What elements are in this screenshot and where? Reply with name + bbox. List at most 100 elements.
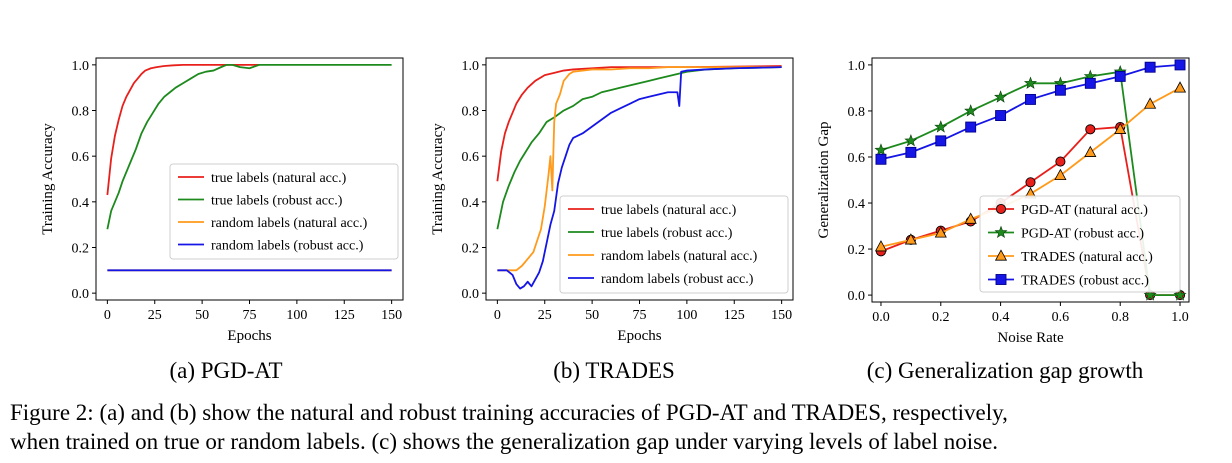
data-point-c-3-8 [1114, 70, 1126, 82]
x-tick-label-b-5: 125 [724, 308, 745, 323]
data-point-c-2-9 [1144, 97, 1157, 109]
data-point-c-2-0 [874, 240, 888, 252]
x-tick-label-b-3: 75 [633, 308, 647, 323]
legend-label-a-1: true labels (robust acc.) [211, 194, 343, 209]
data-point-c-0-7 [1085, 124, 1096, 135]
data-point-c-1-9 [1143, 288, 1157, 301]
y-tick-label-c-0: 0.0 [848, 289, 866, 304]
y-tick-label-a-4: 0.8 [72, 105, 90, 120]
x-tick-label-b-0: 0 [494, 308, 501, 323]
data-point-c-3-6 [1054, 84, 1066, 96]
x-axis-label-a: Epochs [227, 328, 271, 344]
legend-label-c-3: TRADES (robust acc.) [1021, 274, 1149, 289]
y-tick-label-b-5: 1.0 [462, 59, 480, 74]
data-point-c-2-3 [964, 212, 977, 224]
x-tick-label-c-5: 1.0 [1171, 310, 1189, 325]
legend-label-a-3: random labels (robust acc.) [211, 239, 364, 254]
legend-a: true labels (natural acc.) true labels (r… [169, 163, 399, 260]
y-tick-label-b-1: 0.2 [462, 241, 480, 256]
y-tick-label-c-5: 1.0 [848, 59, 866, 74]
data-point-c-3-10 [1174, 59, 1186, 71]
legend-label-a-0: true labels (natural acc.) [211, 171, 347, 186]
x-tick-label-b-6: 150 [771, 308, 792, 323]
legend-c: PGD-AT (natural acc.) PGD-AT (robust acc.… [979, 195, 1181, 293]
x-axis-label-c: Noise Rate [997, 330, 1064, 346]
data-point-c-3-2 [935, 135, 947, 147]
legend-marker-c-1 [994, 225, 1008, 239]
plot-area-c [874, 59, 1187, 301]
y-tick-label-a-0: 0.0 [72, 287, 90, 302]
x-tick-label-c-3: 0.6 [1052, 310, 1070, 325]
y-tick-label-c-4: 0.8 [848, 105, 866, 120]
subtitle-c: (c) Generalization gap growth [867, 358, 1144, 383]
x-tick-label-c-2: 0.4 [992, 310, 1010, 325]
y-tick-label-b-2: 0.4 [462, 196, 480, 211]
y-tick-label-a-5: 1.0 [72, 59, 90, 74]
data-point-c-1-10 [1173, 288, 1187, 301]
data-point-c-3-7 [1084, 77, 1096, 89]
x-tick-label-b-2: 50 [585, 308, 599, 323]
y-tick-label-b-4: 0.8 [462, 105, 480, 120]
x-tick-label-a-2: 50 [195, 308, 209, 323]
x-tick-label-c-4: 0.8 [1111, 310, 1129, 325]
data-point-c-2-2 [934, 226, 947, 238]
legend-label-a-2: random labels (natural acc.) [211, 216, 368, 231]
x-tick-label-a-5: 125 [334, 308, 355, 323]
series-line-a-1 [106, 63, 392, 230]
x-axis-label-b: Epochs [617, 328, 661, 344]
series-line-b-3 [497, 66, 782, 290]
data-point-c-1-2 [934, 120, 948, 133]
axes-frame-c [871, 57, 1190, 303]
data-point-c-3-3 [965, 121, 977, 133]
legend-box-b [559, 195, 789, 294]
y-tick-label-c-1: 0.2 [848, 243, 866, 258]
data-point-c-0-5 [1025, 177, 1036, 188]
series-line-a-0 [106, 63, 259, 196]
chart-c: 0.0 0.2 0.4 0.6 0.8 1.0 0.0 0.2 0.4 0.6 0.8 1.0 Nois… [816, 57, 1190, 383]
caption-line-2: when trained on true or random labels. (… [10, 429, 999, 454]
data-point-c-3-4 [995, 110, 1007, 121]
legend-label-b-3: random labels (robust acc.) [601, 272, 754, 287]
legend-label-b-0: true labels (natural acc.) [601, 203, 737, 218]
data-point-c-1-1 [904, 134, 918, 147]
y-tick-label-b-3: 0.6 [462, 150, 480, 165]
plot-area-b [496, 65, 782, 290]
legend-label-c-1: PGD-AT (robust acc.) [1021, 227, 1144, 242]
data-point-c-3-1 [905, 146, 917, 158]
legend-label-b-1: true labels (robust acc.) [601, 226, 733, 241]
chart-a: 0 25 50 75 100 125 150 0.0 0.2 0.4 0.6 0.8 1.0 Epochs… [40, 57, 404, 383]
subtitle-a: (a) PGD-AT [169, 358, 282, 383]
data-point-c-2-6 [1054, 168, 1067, 180]
data-point-c-1-5 [1023, 76, 1038, 89]
x-tick-label-a-1: 25 [148, 308, 162, 323]
y-tick-label-b-0: 0.0 [462, 287, 480, 302]
legend-label-c-0: PGD-AT (natural acc.) [1021, 203, 1148, 218]
series-line-b-2 [497, 66, 782, 272]
legend-b: true labels (natural acc.) true labels (r… [559, 195, 789, 294]
data-point-c-3-9 [1144, 61, 1156, 73]
x-tick-label-a-3: 75 [243, 308, 257, 323]
y-axis-label-c: Generalization Gap [816, 121, 832, 238]
y-axis-label-b: Training Accuracy [430, 123, 446, 235]
legend-label-b-2: random labels (natural acc.) [601, 249, 758, 264]
x-tick-label-b-1: 25 [538, 308, 552, 323]
subtitle-b: (b) TRADES [553, 358, 675, 383]
data-point-c-3-0 [875, 153, 887, 165]
data-point-c-1-3 [964, 104, 978, 117]
x-tick-label-a-4: 100 [286, 308, 307, 323]
data-point-c-2-8 [1114, 122, 1127, 134]
data-point-c-1-4 [994, 90, 1008, 103]
caption-line-1: Figure 2: (a) and (b) show the natural a… [10, 400, 1008, 425]
legend-marker-c-2 [994, 249, 1008, 261]
legend-box-a [169, 163, 399, 260]
y-tick-label-a-1: 0.2 [72, 241, 90, 256]
y-tick-label-a-2: 0.4 [72, 196, 90, 211]
y-tick-label-c-2: 0.4 [848, 197, 866, 212]
x-tick-label-b-4: 100 [676, 308, 697, 323]
y-tick-label-a-3: 0.6 [72, 150, 90, 165]
chart-b: 0 25 50 75 100 125 150 0.0 0.2 0.4 0.6 0.8 1.0 Epochs… [430, 57, 794, 383]
data-point-c-3-5 [1025, 93, 1036, 105]
legend-label-c-2: TRADES (natural acc.) [1021, 250, 1153, 265]
x-tick-label-a-6: 150 [381, 308, 402, 323]
